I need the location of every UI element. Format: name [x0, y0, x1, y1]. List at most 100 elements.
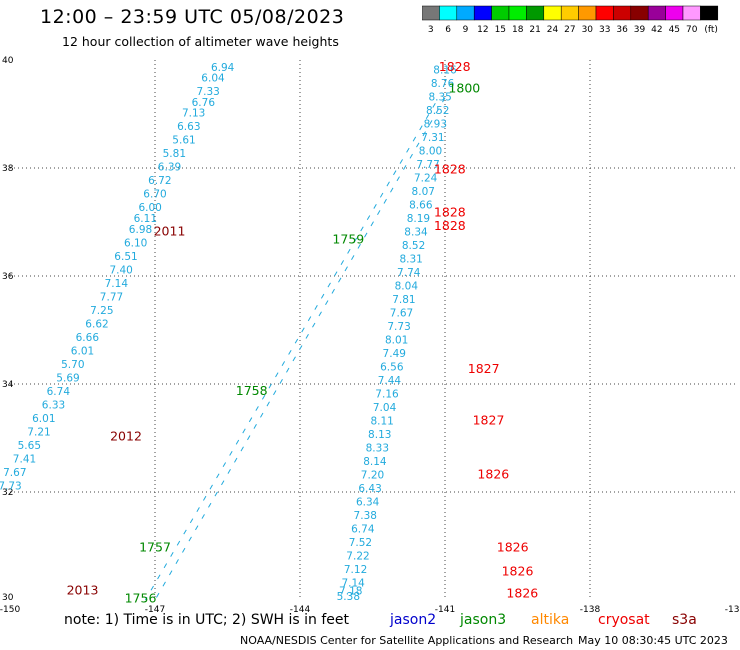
swh-value-track1: 6.66: [76, 332, 100, 344]
time-label: 1826: [502, 564, 534, 579]
swh-value-track2: 6.34: [356, 497, 380, 509]
swh-value-track2: 7.74: [397, 267, 421, 279]
swh-value-track2: 7.73: [387, 321, 410, 333]
swh-value-track1: 6.11: [134, 213, 157, 225]
swh-value-track2: 7.04: [373, 402, 397, 414]
x-tick-label: -135: [725, 605, 740, 615]
time-label: 1800: [448, 80, 480, 95]
swh-value-track2: 7.31: [421, 132, 444, 144]
colorbar-label: 42: [651, 25, 662, 35]
swh-value-track2: 7.22: [346, 551, 369, 563]
timestamp-text: May 10 08:30:45 UTC 2023: [578, 634, 728, 647]
swh-value-track2: 8.31: [399, 254, 422, 266]
colorbar-label: 24: [547, 25, 559, 35]
legend-s3a: s3a: [672, 612, 697, 628]
swh-value-track1: 6.72: [148, 175, 171, 187]
time-label: 1828: [434, 218, 466, 233]
swh-value-track2: 7.24: [414, 173, 438, 185]
colorbar-label: (ft): [704, 25, 718, 35]
swh-value-track1: 6.51: [114, 251, 137, 263]
swh-value-track1: 6.04: [201, 73, 225, 85]
swh-value-track1: 6.94: [211, 62, 235, 74]
time-label: 1759: [332, 232, 364, 247]
colorbar-label: 36: [616, 25, 628, 35]
colorbar-label: 6: [445, 25, 451, 35]
swh-value-track2: 8.33: [366, 443, 389, 455]
swh-value-track1: 7.33: [196, 86, 219, 98]
swh-value-track2: 8.19: [407, 213, 430, 225]
time-label: 1758: [236, 383, 268, 398]
swh-value-track1: 5.81: [163, 148, 186, 160]
colorbar-label: 18: [512, 25, 524, 35]
swh-value-track2: 8.01: [385, 335, 408, 347]
swh-value-track2: 8.16: [433, 65, 457, 77]
swh-value-track2: 6.74: [351, 524, 375, 536]
colorbar-label: 45: [669, 25, 680, 35]
legend-cryosat: cryosat: [598, 612, 650, 628]
swh-value-track2: 7.38: [354, 510, 377, 522]
x-tick-label: -141: [435, 605, 455, 615]
y-tick-label: 38: [2, 164, 14, 174]
swh-value-track1: 5.61: [172, 135, 195, 147]
swh-value-track1: 7.67: [3, 467, 26, 479]
swh-value-track2: 8.76: [431, 78, 455, 90]
swh-value-track2: 8.13: [368, 429, 391, 441]
y-tick-label: 40: [2, 56, 14, 66]
swh-value-track1: 6.70: [143, 189, 166, 201]
colorbar: 3 6 9 12 15 18 21 24 27 30 33 36 39 42 45 70 (ft): [422, 5, 719, 35]
colorbar-label: 15: [495, 25, 506, 35]
credit-text: NOAA/NESDIS Center for Satellite Applica…: [240, 634, 574, 647]
swh-value-track2: 7.20: [361, 470, 384, 482]
swh-value-track2: 7.14: [341, 578, 365, 590]
swh-value-track2: 8.34: [404, 227, 428, 239]
colorbar-label: 70: [686, 25, 698, 35]
swh-value-track1: 5.69: [56, 372, 79, 384]
swh-value-track2: 7.67: [390, 308, 413, 320]
swh-value-track2: 7.44: [378, 375, 402, 387]
time-label: 1828: [434, 161, 466, 176]
colorbar-label: 3: [428, 25, 434, 35]
y-tick-label: 36: [2, 272, 14, 282]
swh-value-track2: 8.00: [419, 146, 442, 158]
swh-value-track1: 6.63: [177, 121, 200, 133]
colorbar-label: 39: [634, 25, 646, 35]
y-tick-label: 30: [2, 593, 14, 603]
colorbar-label: 9: [463, 25, 469, 35]
swh-value-track1: 6.76: [192, 97, 216, 109]
swh-value-track1: 7.73: [0, 480, 22, 492]
swh-value-track2: 7.18: [339, 586, 362, 598]
colorbar-label: 21: [529, 25, 540, 35]
swh-value-track1: 6.10: [124, 237, 147, 249]
time-label: 1828: [439, 59, 471, 74]
swh-value-track1: 7.13: [182, 108, 205, 120]
swh-value-track2: 8.14: [363, 456, 387, 468]
colorbar-label: 33: [599, 25, 610, 35]
x-tick-label: -150: [0, 605, 20, 615]
swh-value-track2: 7.77: [416, 159, 439, 171]
legend-jason3: jason3: [460, 612, 507, 628]
note-text: note: 1) Time is in UTC; 2) SWH is in fe…: [64, 612, 350, 628]
time-label: 1826: [506, 585, 538, 600]
time-label: 1756: [125, 591, 157, 606]
swh-value-track1: 6.74: [47, 386, 71, 398]
swh-value-track1: 5.65: [18, 440, 41, 452]
swh-value-track2: 8.93: [424, 119, 447, 131]
swh-value-track1: 7.25: [90, 305, 113, 317]
time-label: 1827: [468, 361, 500, 376]
x-tick-label: -144: [290, 605, 311, 615]
swh-value-track1: 6.01: [71, 345, 94, 357]
swh-value-track1: 7.40: [109, 264, 132, 276]
swh-value-track2: 7.49: [383, 348, 406, 360]
swh-value-track2: 7.16: [375, 389, 399, 401]
swh-value-track2: 7.12: [344, 564, 367, 576]
swh-value-track2: 8.04: [395, 281, 419, 293]
swh-value-track1: 7.21: [27, 426, 50, 438]
swh-value-track1: 6.98: [129, 224, 152, 236]
colorbar-label: 27: [564, 25, 575, 35]
swh-value-track2: 7.52: [349, 537, 372, 549]
time-label: 1826: [477, 467, 509, 482]
time-label: 2012: [110, 429, 142, 444]
ground-track-line: [154, 97, 446, 601]
legend-altika: altika: [531, 612, 570, 628]
